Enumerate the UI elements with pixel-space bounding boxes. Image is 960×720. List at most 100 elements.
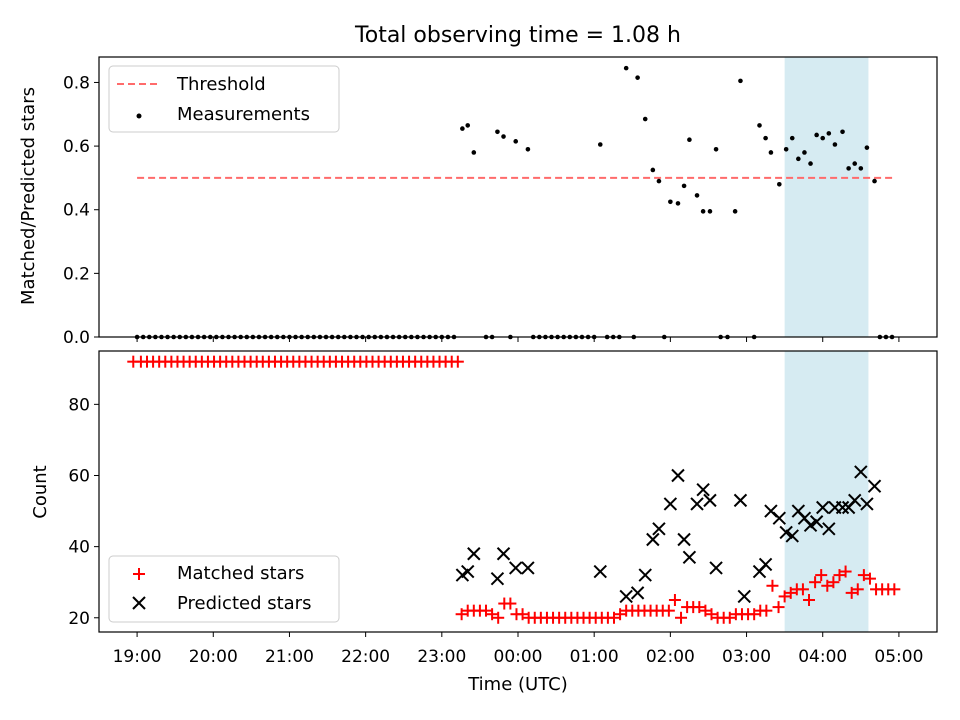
matched-star-point: [662, 604, 675, 617]
predicted-star-stroke-b: [797, 511, 812, 525]
predicted-star-point: [638, 568, 652, 582]
bottom-legend-box: [108, 555, 340, 623]
measurement-point: [757, 123, 762, 128]
bottom-y-tick-label: 40: [68, 538, 90, 558]
measurement-point: [694, 193, 700, 198]
measurement-point: [681, 183, 687, 189]
matched-star-point: [863, 572, 876, 585]
measurement-point: [808, 161, 813, 166]
measurement-point: [465, 123, 471, 128]
predicted-star-stroke-b: [733, 493, 748, 508]
measurement-point: [789, 135, 795, 141]
matched-star-point: [748, 608, 761, 621]
predicted-star-stroke-b: [822, 522, 836, 536]
predicted-star-point: [690, 497, 704, 511]
predicted-star-stroke-b: [490, 571, 505, 586]
measurement-point: [872, 178, 877, 184]
measurement-point: [840, 129, 845, 135]
predicted-star-point: [867, 479, 882, 493]
matched-star-point: [668, 593, 681, 606]
matched-star-point: [796, 583, 809, 596]
measurement-point: [796, 156, 801, 162]
predicted-star-point: [496, 547, 511, 561]
predicted-star-point: [733, 493, 748, 508]
predicted-star-point: [758, 557, 773, 572]
predicted-star-point: [646, 532, 660, 547]
measurement-point: [832, 142, 838, 147]
legend-threshold-label: Threshold: [176, 74, 266, 95]
matched-stars-points: [127, 355, 901, 624]
predicted-star-point: [854, 465, 868, 479]
predicted-star-stroke-b: [848, 493, 862, 508]
predicted-star-stroke-b: [758, 557, 773, 572]
bottom-x-tick-label: 04:00: [798, 647, 847, 667]
measurement-point: [525, 146, 531, 152]
predicted-star-point: [490, 571, 505, 586]
predicted-star-stroke-b: [816, 500, 830, 515]
predicted-star-stroke-b: [709, 561, 723, 575]
predicted-star-stroke-b: [835, 500, 850, 515]
measurement-point: [700, 209, 706, 214]
matched-star-point: [516, 608, 529, 621]
predicted-star-stroke-b: [461, 564, 475, 579]
legend-predicted-swatch: [132, 596, 146, 610]
measurement-point: [852, 161, 858, 166]
legend-predicted-label: Predicted stars: [177, 593, 311, 614]
predicted-star-stroke-b: [682, 550, 697, 565]
top-x-ticks: [136, 337, 900, 342]
matched-star-point: [480, 604, 493, 617]
matched-star-point: [675, 611, 688, 624]
matched-star-point: [839, 565, 852, 578]
measurement-point: [668, 199, 673, 205]
top-legend-box: [108, 65, 340, 133]
matched-star-point: [778, 590, 791, 603]
matched-star-point: [760, 604, 773, 617]
predicted-star-stroke-b: [467, 547, 481, 561]
predicted-star-point: [682, 550, 697, 565]
top-y-ticks: 0.0 0.2 0.4 0.6 0.8: [63, 73, 99, 348]
top-y-tick-label: 0.8: [63, 73, 90, 93]
predicted-star-point: [671, 468, 685, 483]
matched-star-point: [492, 611, 505, 624]
legend-measurements-swatch: [136, 113, 142, 119]
predicted-star-point: [709, 561, 723, 575]
predicted-star-point: [467, 547, 481, 561]
predicted-star-point: [663, 497, 678, 511]
matched-star-point: [784, 586, 797, 599]
predicted-star-stroke-b: [646, 532, 660, 547]
predicted-star-stroke-b: [509, 561, 523, 575]
predicted-star-stroke-b: [630, 586, 645, 600]
predicted-star-stroke-b: [703, 493, 717, 508]
measurement-point: [471, 150, 477, 155]
measurement-point: [675, 201, 681, 206]
top-y-tick-label: 0.4: [63, 201, 90, 221]
measurement-point: [826, 131, 832, 136]
bottom-x-tick-label: 20:00: [189, 647, 238, 667]
bottom-y-tick-label: 60: [68, 466, 90, 486]
measurement-point: [738, 78, 743, 84]
measurement-point: [763, 135, 768, 141]
predicted-star-point: [822, 522, 836, 536]
predicted-star-stroke-b: [785, 529, 799, 543]
top-y-axis-label: Matched/Predicted stars: [18, 87, 39, 305]
predicted-star-point: [696, 483, 710, 497]
predicted-star-point: [619, 589, 633, 604]
predicted-star-stroke-b: [809, 515, 824, 529]
bottom-x-tick-label: 01:00: [570, 647, 619, 667]
predicted-star-point: [779, 525, 793, 540]
measurement-point: [656, 178, 662, 184]
matched-star-point: [857, 569, 870, 582]
predicted-star-stroke-b: [619, 589, 633, 604]
matched-star-point: [693, 601, 706, 614]
measurement-point: [768, 150, 774, 155]
measurement-point: [635, 75, 640, 80]
measurement-point: [642, 116, 648, 122]
matched-star-point: [607, 611, 620, 624]
matched-star-point: [851, 583, 864, 596]
bottom-x-axis-label: Time (UTC): [467, 674, 568, 695]
measurement-point: [597, 142, 603, 147]
predicted-star-point: [737, 589, 751, 604]
bottom-x-tick-label: 00:00: [494, 647, 543, 667]
predicted-star-stroke-b: [638, 568, 652, 582]
predicted-star-stroke-b: [803, 518, 818, 532]
